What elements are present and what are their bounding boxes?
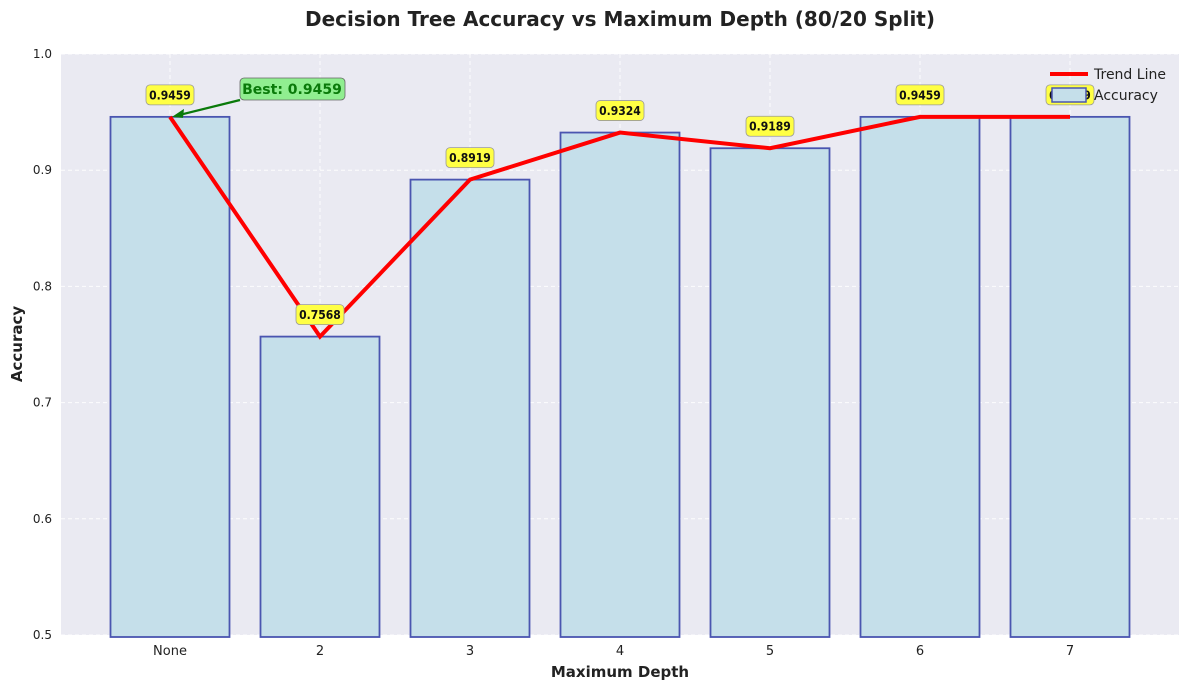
bar [409,178,531,638]
data-label: 0.8919 [445,147,495,169]
x-tick-label: 4 [616,644,624,659]
trend-line [168,114,1070,340]
data-label-text: 0.9459 [899,88,941,102]
data-label-box [295,304,345,325]
legend-label-trend: Trend Line [1093,67,1166,83]
annotation-text: Best: 0.9459 [242,82,342,98]
legend-label-accuracy: Accuracy [1094,88,1158,104]
bar [109,115,231,638]
data-label: 0.9459 [895,84,945,106]
y-tick-label: 0.7 [33,396,52,410]
data-label-text: 0.8919 [449,151,491,165]
bar [859,115,981,638]
data-label: 0.9459 [145,84,195,106]
annotation-arrowhead [172,108,184,118]
bar [1009,115,1131,638]
trend-line-group [168,114,1070,340]
y-tick-label: 0.6 [33,512,52,526]
annotation-arrow [175,98,241,117]
y-axis-ticks: 0.5 0.6 0.7 0.8 0.9 1.0 [33,47,52,642]
y-tick-label: 0.5 [33,628,52,642]
bar [559,131,681,638]
x-tick-label: 7 [1066,644,1074,659]
annotation-box [239,77,346,101]
best-annotation: Best: 0.9459 [172,77,346,118]
chart-title: Decision Tree Accuracy vs Maximum Depth … [305,7,935,31]
legend-swatch-accuracy [1051,87,1087,103]
y-axis-label: Accuracy [8,306,26,382]
data-label: 0.9324 [595,100,645,121]
bar [709,147,831,638]
data-label-text: 0.7568 [299,308,341,322]
y-tick-label: 0.9 [33,163,52,177]
data-label: 0.9189 [745,115,795,137]
data-label-box [745,115,795,137]
data-label-box [895,84,945,106]
data-label-box [445,147,495,169]
x-tick-label: None [153,644,187,659]
x-tick-label: 2 [316,644,324,659]
data-label-text: 0.9459 [149,88,191,102]
y-tick-label: 0.8 [33,279,52,293]
x-axis-ticks: None 2 3 4 5 6 7 [153,644,1074,659]
y-tick-label: 1.0 [33,47,52,61]
data-label-box [595,100,645,121]
legend: Trend Line Accuracy [1050,67,1166,104]
data-label-text: 0.9189 [749,120,791,134]
data-label-box [145,84,195,106]
data-label: 0.7568 [295,304,345,325]
x-tick-label: 5 [766,644,774,659]
x-tick-label: 3 [466,644,474,659]
data-label-text: 0.9324 [599,104,641,118]
bar [259,335,381,638]
x-tick-label: 6 [916,644,924,659]
x-axis-label: Maximum Depth [551,663,689,681]
bars [109,115,1131,638]
